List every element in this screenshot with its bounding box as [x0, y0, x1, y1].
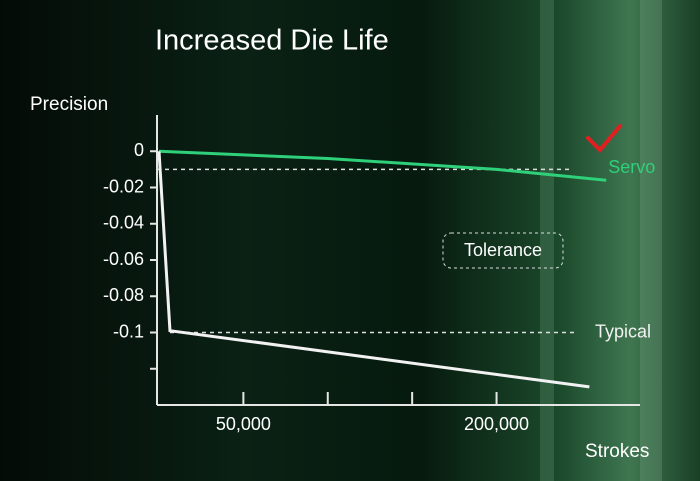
legend-label: Servo	[608, 157, 655, 177]
y-tick-label: -0.1	[113, 321, 144, 341]
y-tick-label: -0.02	[103, 176, 144, 196]
y-tick-label: -0.06	[103, 249, 144, 269]
annotation: Tolerance	[464, 240, 542, 260]
streak	[640, 0, 662, 481]
x-axis-label: Strokes	[585, 441, 649, 462]
y-tick-label: 0	[134, 140, 144, 160]
y-tick-label: -0.04	[103, 213, 144, 233]
x-tick-label: 200,000	[464, 414, 529, 434]
check-mark	[586, 124, 622, 153]
y-tick-label: -0.08	[103, 285, 144, 305]
x-tick-label: 50,000	[216, 414, 271, 434]
streak	[540, 0, 554, 481]
chart-title: Increased Die Life	[155, 25, 389, 57]
series-line	[157, 151, 590, 389]
series-line	[158, 149, 607, 182]
y-axis-label: Precision	[30, 94, 108, 115]
annotation-box	[442, 232, 564, 269]
legend-label: Typical	[595, 321, 651, 341]
